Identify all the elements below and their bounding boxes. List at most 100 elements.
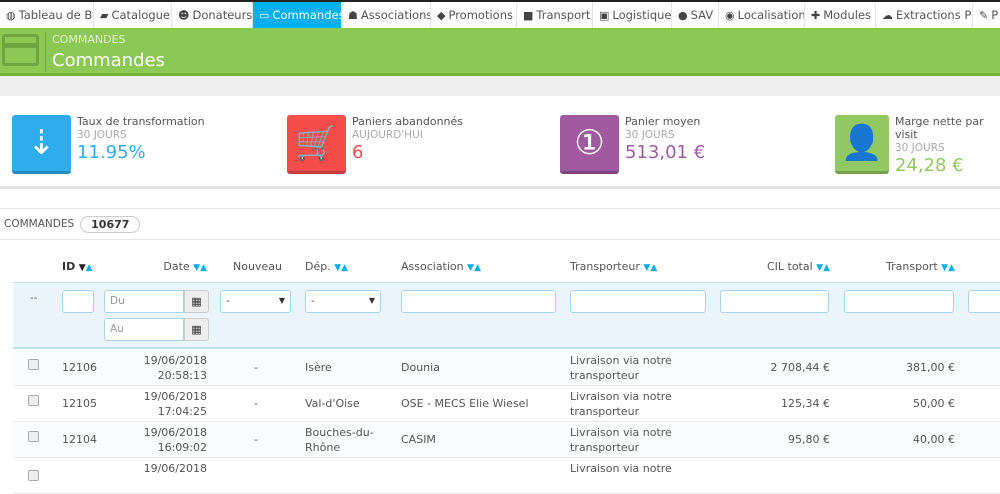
orders-panel-heading: COMMANDES 10677: [0, 208, 1000, 240]
row-checkbox[interactable]: [28, 395, 39, 406]
row-checkbox[interactable]: [28, 431, 39, 442]
column-header[interactable]: Transport ▼▲: [886, 260, 955, 273]
carrier: transporteur: [570, 441, 640, 454]
shopping-cart-icon: 🛒: [287, 115, 346, 174]
comments-icon: ●: [678, 8, 688, 22]
tab-modules[interactable]: ✚ Modules: [805, 2, 876, 28]
sort-desc-icon[interactable]: ▼: [816, 263, 824, 273]
column-header[interactable]: Dép. ▼▲: [305, 260, 348, 273]
sort-asc-icon[interactable]: ▲: [341, 263, 349, 273]
departement: Val-d'Oise: [305, 396, 360, 411]
dep: Val-d'Oise: [305, 397, 360, 410]
sort-desc-icon[interactable]: ▼: [193, 263, 201, 273]
tab-tableau-de-bord[interactable]: ◍Tableau de Bord: [0, 2, 94, 28]
carrier: Livraison via notre: [570, 426, 672, 439]
tab-donateurs[interactable]: ☻ Donateurs: [172, 2, 253, 28]
tab-p[interactable]: ✎ P: [973, 2, 1000, 28]
date-to-input[interactable]: Au: [104, 318, 184, 341]
table-row[interactable]: 12106 19/06/2018 20:58:13 - Isère Dounia …: [13, 350, 1000, 386]
row-checkbox[interactable]: [28, 359, 39, 370]
truck-icon: ■: [523, 8, 534, 22]
column-label: Nouveau: [233, 260, 282, 273]
column-label: Dép.: [305, 260, 331, 273]
sort-asc-icon[interactable]: ▲: [650, 263, 658, 273]
date: 19/06/2018: [143, 426, 207, 439]
kpi-card: ① Panier moyen 30 JOURS 513,01 €: [560, 115, 705, 174]
table-row[interactable]: 12105 19/06/2018 17:04:25 - Val-d'Oise OS…: [13, 386, 1000, 422]
order-date: 19/06/2018 16:09:02: [144, 425, 207, 455]
association: Dounia: [401, 361, 440, 374]
sort-asc-icon[interactable]: ▲: [948, 263, 955, 273]
association: CASIM: [401, 433, 436, 446]
dep-select[interactable]: -: [305, 290, 381, 313]
tab-promotions[interactable]: ◆ Promotions: [431, 2, 517, 28]
association-filter-input[interactable]: [401, 290, 556, 313]
calendar-icon[interactable]: ▦: [184, 290, 209, 313]
transport-cost: 381,00 €: [906, 361, 955, 374]
date-from-input[interactable]: Du: [104, 290, 184, 313]
kpi-label: Paniers abandonnés: [352, 115, 464, 128]
tab-logistique[interactable]: ▣ Logistique: [593, 2, 672, 28]
order-id: 12105: [62, 397, 97, 410]
column-header[interactable]: CIL total ▼▲: [767, 260, 830, 273]
tag-icon: ◆: [437, 8, 446, 22]
reset-filter[interactable]: --: [30, 293, 38, 304]
cil-total: 125,34 €: [781, 397, 830, 410]
nouveau-select[interactable]: -: [220, 290, 291, 313]
table-row[interactable]: 19/06/2018 Livraison via notre: [13, 458, 1000, 494]
transporteur: Livraison via notre transporteur: [570, 353, 672, 383]
table-row[interactable]: 12104 19/06/2018 16:09:02 - Bouches-du- Rh…: [13, 422, 1000, 458]
extra-filter-input[interactable]: [968, 290, 1000, 313]
tab-label: Logistique: [612, 8, 672, 22]
tab-sav[interactable]: ● SAV: [672, 2, 719, 28]
tab-associations[interactable]: ☗ Associations: [342, 2, 431, 28]
kpi-value: 513,01 €: [625, 142, 706, 163]
calendar-icon[interactable]: ▦: [184, 318, 209, 341]
sort-desc-icon[interactable]: ▼: [941, 263, 949, 273]
kpi-card: ⇣ Taux de transformation 30 JOURS 11.95%: [12, 115, 205, 174]
sort-desc-icon[interactable]: ▼: [334, 263, 342, 273]
date: 19/06/2018: [143, 390, 207, 403]
tab-transport[interactable]: ■ Transport: [517, 2, 593, 28]
time: 20:58:13: [157, 369, 207, 382]
orders-count-badge: 10677: [80, 215, 141, 233]
transport-filter-input[interactable]: [844, 290, 954, 313]
association: OSE - MECS Elie Wiesel: [401, 397, 529, 410]
group-icon: ☗: [348, 8, 358, 22]
divider: [45, 32, 46, 72]
column-header[interactable]: Transporteur ▼▲: [570, 260, 657, 273]
tab-label: Donateurs: [192, 8, 253, 22]
sort-amount-down-icon: ⇣: [12, 115, 71, 174]
column-header[interactable]: ID ▼▲: [62, 260, 93, 273]
tab-extractions-ps[interactable]: ☁ Extractions PS: [876, 2, 973, 28]
breadcrumb[interactable]: COMMANDES: [52, 33, 126, 46]
column-header[interactable]: Date ▼▲: [163, 260, 207, 273]
sort-desc-icon[interactable]: ▼: [467, 263, 475, 273]
dashboard-icon: ◍: [6, 8, 16, 22]
carrier: transporteur: [570, 405, 640, 418]
id-filter-input[interactable]: [62, 290, 94, 313]
sort-desc-icon[interactable]: ▼: [78, 263, 86, 273]
sort-desc-icon[interactable]: ▼: [643, 263, 651, 273]
cil-total-filter-input[interactable]: [720, 290, 829, 313]
order-date: 19/06/2018 17:04:25: [144, 389, 207, 419]
kpi-label: Taux de transformation: [77, 115, 205, 128]
tab-catalogue[interactable]: ▰ Catalogue: [94, 2, 172, 28]
sort-asc-icon[interactable]: ▲: [823, 263, 830, 273]
time: 16:09:02: [157, 441, 207, 454]
sort-asc-icon[interactable]: ▲: [200, 263, 207, 273]
sort-asc-icon[interactable]: ▲: [474, 263, 481, 273]
order-date: 19/06/2018 20:58:13: [144, 353, 207, 383]
cil-total: 95,80 €: [788, 433, 830, 446]
tab-label: Localisation: [737, 8, 805, 22]
tab-label: P: [991, 8, 999, 22]
dep: Bouches-du-: [305, 426, 374, 439]
tab-commandes[interactable]: ▭ Commandes: [253, 2, 342, 28]
tab-localisation[interactable]: ◉ Localisation: [719, 2, 805, 28]
column-header[interactable]: Association ▼▲: [401, 260, 481, 273]
tab-label: Catalogue: [111, 8, 170, 22]
sort-asc-icon[interactable]: ▲: [85, 263, 93, 273]
top-nav: ◍Tableau de Bord▰Catalogue☻Donateurs▭Com…: [0, 0, 1000, 28]
transporteur-filter-input[interactable]: [570, 290, 706, 313]
cil-total: 2 708,44 €: [770, 361, 830, 374]
